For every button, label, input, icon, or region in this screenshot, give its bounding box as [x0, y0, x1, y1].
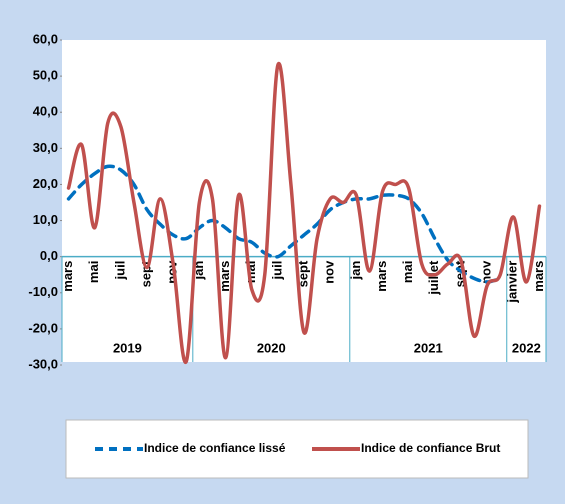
- year-label: 2021: [414, 340, 443, 355]
- legend-label: Indice de confiance lissé: [144, 441, 286, 455]
- x-tick-label: juil: [112, 261, 127, 281]
- x-tick-label: mai: [86, 261, 101, 283]
- x-tick-label: mars: [60, 261, 75, 292]
- y-tick-label: 10,0: [33, 212, 58, 227]
- line-series: [66, 61, 542, 364]
- legend-label: Indice de confiance Brut: [361, 441, 500, 455]
- x-tick-label: mai: [400, 261, 415, 283]
- year-label: 2019: [113, 340, 142, 355]
- x-tick-label: mars: [217, 261, 232, 292]
- y-tick-label: 30,0: [33, 140, 58, 155]
- x-tick-label: mars: [374, 261, 389, 292]
- x-tick-label: mars: [531, 261, 546, 292]
- x-tick-label: nov: [479, 260, 494, 284]
- line-series: [66, 164, 502, 284]
- y-tick-label: 50,0: [33, 68, 58, 83]
- year-label: 2020: [257, 340, 286, 355]
- y-tick-label: 20,0: [33, 176, 58, 191]
- x-tick-label: juil: [269, 261, 284, 281]
- x-tick-label: jan: [348, 261, 363, 281]
- y-tick-label: -30,0: [28, 356, 58, 371]
- year-label: 2022: [512, 340, 541, 355]
- x-tick-label: sept: [138, 260, 153, 287]
- y-tick-label: 0,0: [40, 248, 58, 263]
- y-tick-label: 60,0: [33, 31, 58, 46]
- x-tick-label: juillet: [426, 260, 441, 296]
- x-tick-label: janvier: [505, 261, 520, 304]
- y-tick-label: -20,0: [28, 320, 58, 335]
- y-tick-label: 40,0: [33, 104, 58, 119]
- y-tick-label: -10,0: [28, 284, 58, 299]
- x-tick-label: nov: [322, 260, 337, 284]
